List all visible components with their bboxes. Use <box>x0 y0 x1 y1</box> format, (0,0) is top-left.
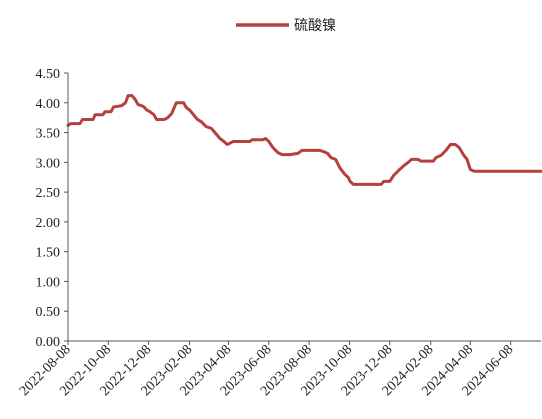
y-tick-label: 2.00 <box>36 216 61 231</box>
y-tick-label: 0.00 <box>36 335 61 350</box>
legend: 硫酸镍 <box>236 18 336 34</box>
axes: 0.00 0.50 1.00 1.50 2.00 2.50 3.00 3.50 4.00 4.50… <box>17 67 541 399</box>
y-tick-label: 2.50 <box>36 186 61 201</box>
y-tick-label: 3.50 <box>36 127 61 142</box>
series-line <box>66 94 542 186</box>
y-tick-label: 3.00 <box>36 156 61 171</box>
y-tick-label: 4.00 <box>36 97 61 112</box>
y-tick-label: 1.50 <box>36 246 61 261</box>
y-tick-label: 4.50 <box>36 67 61 82</box>
legend-label: 硫酸镍 <box>294 18 336 34</box>
y-tick-label: 1.00 <box>36 275 61 290</box>
y-tick-label: 0.50 <box>36 305 61 320</box>
plot-area <box>66 94 542 186</box>
